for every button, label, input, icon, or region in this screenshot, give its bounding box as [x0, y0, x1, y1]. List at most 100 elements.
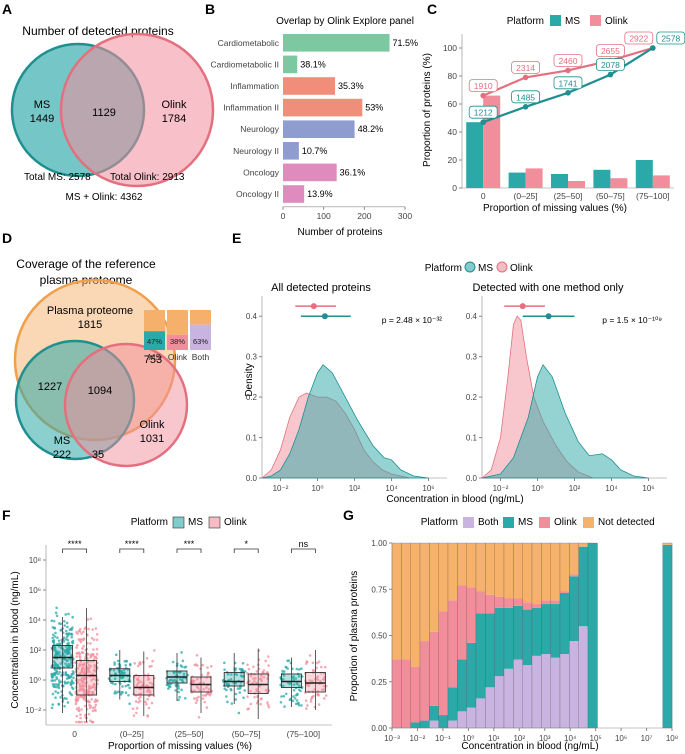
signif-label: ns — [299, 539, 309, 549]
jitter-point — [320, 665, 323, 669]
jitter-point — [177, 684, 180, 688]
jitter-point — [70, 672, 74, 676]
panel-c-ylabel: Proportion of proteins (%) — [422, 53, 433, 167]
jitter-point — [86, 666, 90, 670]
jitter-point — [138, 699, 142, 703]
mini-bar-covered — [190, 324, 211, 350]
jitter-point — [312, 694, 315, 698]
x-tick-label: 10⁰ — [462, 734, 474, 743]
jitter-point — [78, 639, 82, 642]
box-ms — [52, 645, 74, 669]
jitter-point — [151, 659, 154, 663]
jitter-point — [196, 664, 199, 667]
signif-bracket — [291, 548, 316, 553]
jitter-point — [288, 698, 292, 702]
x-tick-label: 10⁻² — [410, 734, 426, 743]
y-tick-label: 0 — [452, 183, 457, 193]
jitter-point — [282, 694, 286, 698]
stack-segment — [513, 598, 523, 606]
jitter-point — [54, 696, 57, 699]
jitter-point — [196, 677, 199, 681]
x-tick-label: 100 — [317, 211, 331, 221]
jitter-point — [74, 700, 78, 704]
stack-segment — [476, 613, 486, 699]
bar-value-label: 71.5% — [393, 38, 419, 48]
jitter-point — [297, 668, 301, 671]
jitter-point — [135, 684, 139, 688]
venn-ms-olink: 35 — [92, 449, 104, 461]
jitter-point — [295, 699, 299, 702]
jitter-point — [76, 644, 79, 647]
jitter-point — [68, 664, 72, 667]
jitter-point — [89, 642, 92, 645]
panel-f-ylabel: Concentration in blood (ng/mL) — [10, 571, 21, 708]
panel-f-xlabel: Proportion of missing values (%) — [108, 741, 252, 752]
stack-segment — [476, 543, 486, 592]
stack-segment — [494, 607, 505, 677]
y-tick-label: 0.3 — [466, 353, 478, 362]
jitter-point — [210, 665, 213, 668]
jitter-point — [297, 675, 301, 678]
jitter-point — [76, 698, 80, 702]
jitter-point — [64, 650, 68, 653]
jitter-point — [167, 687, 170, 690]
stack-segment — [420, 720, 430, 728]
jitter-point — [149, 692, 152, 695]
jitter-point — [147, 689, 150, 692]
jitter-point — [89, 686, 93, 690]
jitter-point — [78, 682, 82, 686]
point-ms — [650, 45, 656, 51]
legend-g-olink-swatch — [539, 517, 550, 528]
y-tick-label: 0.75 — [371, 585, 387, 594]
legend-f-ms: MS — [188, 517, 203, 528]
stack-segment — [485, 613, 495, 688]
venn-olink-circle — [59, 32, 215, 188]
jitter-point — [54, 672, 58, 675]
jitter-point — [113, 661, 116, 665]
stack-segment — [588, 543, 598, 728]
total-combined: MS + Olink: 4362 — [66, 192, 143, 203]
jitter-point — [208, 693, 212, 697]
jitter-point — [120, 690, 123, 694]
jitter-point — [93, 708, 97, 712]
mini-bar-label: Olink — [168, 352, 188, 362]
jitter-point — [246, 707, 249, 711]
jitter-point — [238, 687, 242, 690]
jitter-point — [77, 720, 81, 724]
panel-letter-g: G — [343, 507, 354, 523]
jitter-point — [122, 668, 126, 672]
cumulative-label: 2578 — [661, 34, 680, 44]
jitter-point — [91, 654, 95, 657]
jitter-point — [171, 660, 175, 664]
bar-olink — [652, 175, 670, 188]
jitter-point — [121, 685, 124, 688]
jitter-point — [149, 681, 152, 685]
jitter-point — [234, 698, 237, 701]
jitter-point — [262, 669, 266, 672]
jitter-point — [90, 720, 94, 724]
jitter-point — [296, 702, 300, 705]
legend-g-ms-swatch — [503, 517, 514, 528]
stack-segment — [448, 600, 458, 688]
jitter-point — [66, 632, 69, 636]
jitter-point — [81, 647, 84, 650]
stack-segment — [485, 594, 495, 614]
legend-f-olink: Olink — [224, 517, 248, 528]
jitter-point — [144, 700, 147, 704]
stack-segment — [457, 659, 467, 712]
density-ms — [481, 363, 649, 479]
point-ms — [607, 71, 614, 78]
y-tick-label: 0.2 — [466, 393, 478, 402]
jitter-point — [83, 682, 87, 685]
jitter-point — [202, 688, 205, 691]
jitter-point — [79, 716, 82, 720]
jitter-point — [315, 666, 318, 670]
signif-bracket — [176, 548, 202, 553]
jitter-point — [78, 654, 81, 658]
y-tick-label: 10⁰ — [29, 676, 41, 685]
stack-segment — [550, 543, 561, 601]
cumulative-label: 2314 — [516, 63, 535, 73]
box-olink — [76, 660, 98, 696]
jitter-point — [94, 627, 98, 630]
jitter-point — [59, 629, 63, 632]
